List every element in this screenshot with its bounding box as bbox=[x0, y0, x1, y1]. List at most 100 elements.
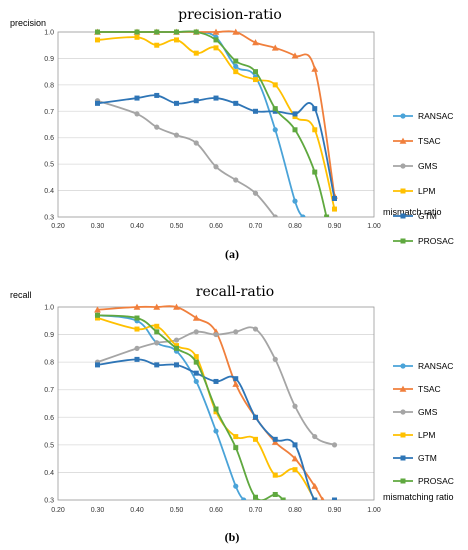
data-point-gtm bbox=[253, 108, 258, 114]
data-point-prosac bbox=[280, 497, 286, 500]
data-point-lpm bbox=[292, 114, 298, 120]
data-point-gtm bbox=[213, 95, 219, 101]
data-point-gtm bbox=[193, 370, 199, 376]
y-tick-label: 0.5 bbox=[44, 442, 54, 449]
legend-marker-gms bbox=[400, 409, 406, 415]
legend-label-tsac: TSAC bbox=[418, 136, 441, 146]
series-line-gms bbox=[97, 326, 335, 446]
chart-title: recall-ratio bbox=[196, 284, 274, 300]
data-point-tsac bbox=[320, 496, 325, 500]
data-point-prosac bbox=[233, 445, 239, 451]
data-point-tsac bbox=[291, 455, 299, 462]
data-point-lpm bbox=[174, 37, 179, 43]
data-point-lpm bbox=[174, 343, 179, 349]
x-tick-label: 1.00 bbox=[367, 507, 381, 514]
data-point-gtm bbox=[154, 362, 160, 368]
x-tick-label: 0.80 bbox=[288, 223, 302, 230]
data-point-ransac bbox=[213, 428, 219, 434]
data-point-gms bbox=[252, 326, 259, 332]
legend-label-ransac: RANSAC bbox=[418, 111, 453, 121]
data-point-lpm bbox=[193, 354, 199, 360]
x-tick-label: 0.30 bbox=[91, 223, 105, 230]
data-point-gtm bbox=[233, 100, 239, 106]
data-point-tsac bbox=[232, 28, 240, 35]
data-point-gtm bbox=[213, 378, 219, 384]
data-point-prosac bbox=[253, 69, 258, 75]
data-point-ransac bbox=[241, 497, 247, 500]
data-point-lpm bbox=[154, 42, 160, 48]
data-point-gms bbox=[252, 190, 259, 196]
data-point-gtm bbox=[272, 108, 278, 114]
data-point-prosac bbox=[174, 29, 179, 35]
legend-marker-tsac bbox=[399, 137, 407, 144]
x-tick-label: 0.20 bbox=[51, 507, 65, 514]
legend-label-lpm: LPM bbox=[418, 186, 435, 196]
y-tick-label: 0.8 bbox=[44, 82, 54, 89]
legend-label-gtm: GTM bbox=[418, 211, 437, 221]
legend-marker-gtm bbox=[400, 455, 406, 461]
data-point-gtm bbox=[174, 362, 179, 368]
data-point-gtm bbox=[193, 98, 199, 104]
data-point-tsac bbox=[311, 65, 319, 72]
y-tick-label: 0.9 bbox=[44, 332, 54, 339]
data-point-lpm bbox=[253, 77, 258, 83]
data-point-gtm bbox=[332, 497, 337, 500]
series-line-tsac bbox=[97, 30, 336, 196]
data-point-prosac bbox=[253, 494, 258, 500]
data-point-gms bbox=[173, 132, 180, 138]
data-point-gms bbox=[173, 337, 180, 343]
y-axis-label: precision bbox=[10, 18, 46, 28]
legend-marker-prosac bbox=[400, 478, 406, 484]
data-point-gms bbox=[193, 140, 199, 146]
y-tick-label: 0.9 bbox=[44, 56, 54, 63]
data-point-gtm bbox=[332, 196, 337, 201]
x-tick-label: 0.50 bbox=[170, 223, 184, 230]
x-tick-label: 0.40 bbox=[130, 507, 144, 514]
data-point-gms bbox=[272, 214, 278, 217]
legend-label-lpm: LPM bbox=[418, 430, 435, 440]
data-point-gms bbox=[331, 442, 338, 448]
data-point-tsac bbox=[212, 28, 220, 35]
y-tick-label: 0.6 bbox=[44, 415, 54, 422]
data-point-prosac bbox=[213, 37, 219, 43]
panel-label: (b) bbox=[225, 530, 240, 544]
data-point-lpm bbox=[134, 34, 140, 40]
y-tick-label: 0.3 bbox=[44, 215, 54, 222]
data-point-gtm bbox=[95, 100, 100, 106]
y-tick-label: 0.3 bbox=[44, 498, 54, 505]
data-point-gtm bbox=[134, 356, 140, 362]
legend-marker-ransac bbox=[400, 363, 406, 369]
x-tick-label: 0.60 bbox=[209, 223, 223, 230]
series-group bbox=[94, 28, 338, 217]
data-point-ransac bbox=[300, 214, 306, 217]
data-point-ransac bbox=[193, 378, 199, 385]
y-tick-label: 1.0 bbox=[44, 305, 54, 312]
data-point-gms bbox=[213, 331, 219, 338]
data-point-lpm bbox=[272, 82, 278, 88]
data-point-gms bbox=[233, 177, 239, 183]
legend-marker-ransac bbox=[400, 113, 406, 119]
legend-marker-lpm bbox=[400, 188, 406, 194]
plot-frame bbox=[57, 306, 375, 501]
legend-marker-prosac bbox=[400, 238, 406, 244]
x-tick-label: 0.20 bbox=[51, 223, 65, 230]
data-point-prosac bbox=[154, 329, 160, 335]
x-tick-label: 0.70 bbox=[249, 507, 263, 514]
plot-frame bbox=[57, 31, 375, 218]
data-point-lpm bbox=[233, 434, 239, 440]
y-tick-label: 0.7 bbox=[44, 109, 54, 116]
x-tick-label: 0.40 bbox=[130, 223, 144, 230]
data-point-gms bbox=[154, 340, 160, 346]
chart-precision-ratio: precision-ratio0.30.40.50.60.70.80.91.00… bbox=[10, 7, 454, 261]
data-point-lpm bbox=[154, 323, 160, 329]
legend-label-gtm: GTM bbox=[418, 453, 437, 463]
data-point-prosac bbox=[134, 29, 140, 35]
data-point-gms bbox=[134, 345, 140, 351]
data-point-gms bbox=[193, 329, 199, 335]
data-point-prosac bbox=[193, 29, 199, 35]
data-point-tsac bbox=[271, 44, 279, 51]
data-point-prosac bbox=[95, 312, 100, 318]
y-tick-label: 0.4 bbox=[44, 470, 54, 477]
data-point-prosac bbox=[233, 58, 239, 64]
